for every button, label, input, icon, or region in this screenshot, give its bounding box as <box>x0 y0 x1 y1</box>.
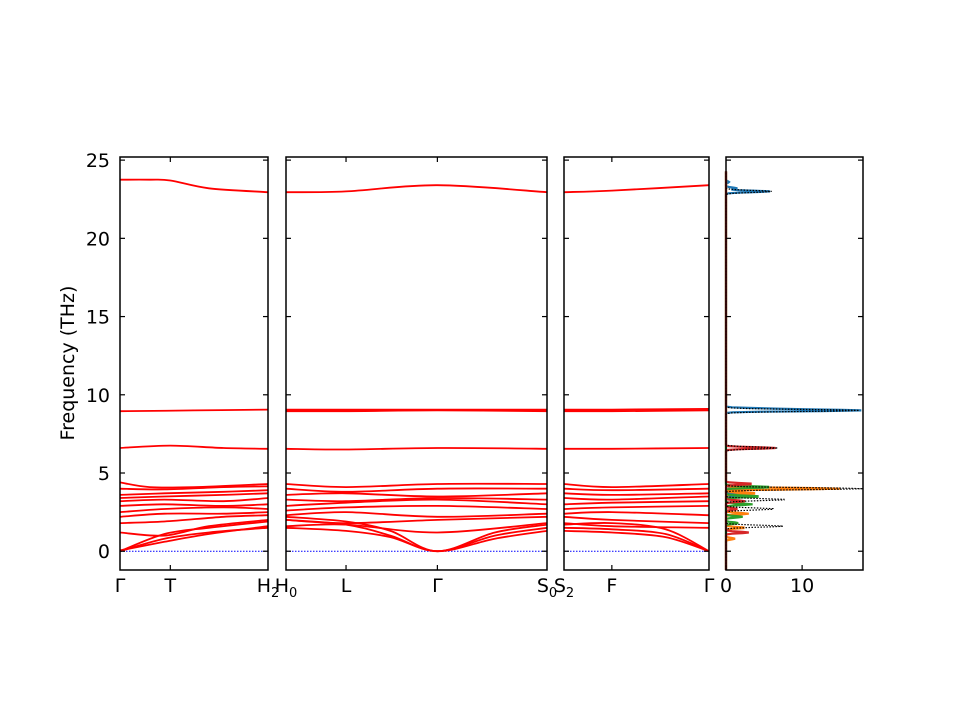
dos-x-tick-label: 10 <box>790 575 814 597</box>
band-line <box>285 487 548 493</box>
panel-frame <box>285 156 548 571</box>
band-line <box>563 495 710 501</box>
band-line <box>563 530 710 553</box>
band-line <box>285 515 548 553</box>
dos-total-line <box>725 171 864 570</box>
band-line <box>119 520 269 553</box>
band-line <box>285 511 548 518</box>
band-line <box>563 526 710 553</box>
band-line <box>119 514 269 524</box>
x-tick-label: F <box>606 575 617 597</box>
band-line <box>563 447 710 450</box>
band-line <box>285 482 548 489</box>
band-line <box>563 409 710 413</box>
panel-frame <box>563 156 710 571</box>
band-line <box>119 489 269 496</box>
band-line <box>563 522 710 553</box>
y-tick-label: 25 <box>86 150 110 172</box>
band-line <box>119 511 269 518</box>
band-line <box>285 492 548 498</box>
band-line <box>563 492 710 496</box>
band-line <box>119 506 269 513</box>
band-line <box>563 500 710 506</box>
dos-frame <box>725 156 864 571</box>
x-tick-label: T <box>164 575 177 597</box>
band-line <box>119 178 269 194</box>
dos-partial-line <box>724 171 862 570</box>
band-line <box>119 526 269 553</box>
band-line <box>119 408 269 413</box>
band-line <box>285 447 548 451</box>
band-line <box>119 503 269 507</box>
dos-panel: 0 10 <box>720 156 864 597</box>
band-line <box>563 184 710 194</box>
band-line <box>285 184 548 194</box>
band-line <box>119 519 269 537</box>
band-line <box>563 483 710 489</box>
band-panel-0: 0 5 10 15 20 25 Γ T H2 <box>86 150 279 601</box>
band-line <box>285 409 548 413</box>
x-tick-label: H0 <box>275 575 298 601</box>
y-tick-label: 10 <box>86 385 110 407</box>
band-line <box>119 497 269 503</box>
band-line <box>285 522 548 534</box>
band-line <box>563 515 710 524</box>
band-line <box>285 519 548 553</box>
band-line <box>563 505 710 510</box>
band-line <box>119 492 269 499</box>
y-tick-label: 0 <box>98 541 110 563</box>
x-tick-label: Γ <box>115 575 126 597</box>
x-tick-label: Γ <box>432 575 443 597</box>
band-line <box>119 485 269 491</box>
y-tick-label: 5 <box>98 463 110 485</box>
dos-x-tick-label: 0 <box>720 575 732 597</box>
x-tick-label: S2 <box>554 575 574 601</box>
x-tick-label: L <box>341 575 352 597</box>
band-panel-2: S2 F Γ <box>554 156 715 601</box>
band-line <box>285 504 548 512</box>
panel-frame <box>119 156 269 571</box>
band-line <box>285 497 548 503</box>
band-line <box>563 487 710 492</box>
band-line <box>563 408 710 411</box>
band-line <box>119 481 269 489</box>
y-tick-label: 20 <box>86 228 110 250</box>
band-line <box>285 498 548 507</box>
band-line <box>563 511 710 517</box>
x-tick-label: S0 <box>537 575 557 601</box>
y-tick-label: 15 <box>86 307 110 329</box>
y-axis-label: Frequency (THz) <box>57 286 79 441</box>
x-tick-label: Γ <box>704 575 715 597</box>
band-line <box>119 444 269 450</box>
x-tick-label: H2 <box>257 575 280 601</box>
band-panel-1: H0 L Γ S0 <box>275 156 557 601</box>
dos-partial-line <box>724 171 841 570</box>
